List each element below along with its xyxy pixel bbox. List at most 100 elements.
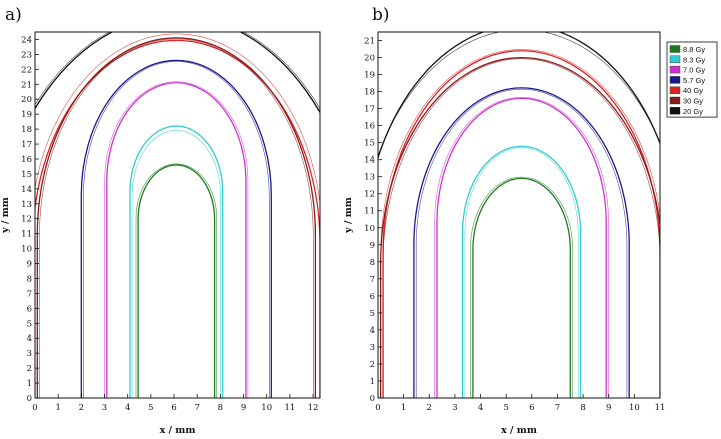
legend-swatch: [669, 45, 681, 53]
y-tick-label: 23: [21, 50, 32, 60]
y-tick-label: 4: [370, 326, 375, 336]
x-tick-label: 10: [629, 403, 640, 413]
contour-8-3-gymeasured: [129, 125, 224, 398]
contour-8-8-gycalculated: [470, 176, 573, 398]
y-tick-label: 15: [21, 170, 32, 180]
contour-group: [378, 32, 660, 398]
contour-20-gycalculated: [35, 32, 320, 110]
contour-20-gymeasured: [378, 32, 660, 160]
contour-8-3-gycalculated: [131, 130, 221, 398]
y-tick-label: 5: [27, 319, 32, 329]
y-tick-label: 16: [21, 155, 32, 165]
contour-7-0-gymeasured: [106, 82, 247, 398]
y-tick-label: 16: [364, 122, 375, 132]
legend-entry: 40 Gy: [683, 86, 703, 95]
y-tick-label: 11: [21, 230, 32, 240]
y-tick-label: 18: [364, 88, 375, 98]
x-tick-label: 6: [529, 403, 534, 413]
contour-40-gymeasured: [382, 50, 660, 398]
x-tick-label: 4: [125, 403, 130, 413]
y-tick-label: 9: [370, 241, 375, 251]
x-tick-label: 11: [655, 403, 666, 413]
y-tick-label: 4: [27, 334, 32, 344]
y-tick-label: 1: [370, 377, 375, 387]
contour-8-3-gymeasured: [461, 145, 582, 398]
plot-frame: [377, 31, 661, 399]
x-tick-label: 11: [284, 403, 295, 413]
y-tick-label: 8: [370, 258, 375, 268]
y-tick-label: 2: [370, 360, 375, 370]
contour-group: [35, 32, 320, 398]
legend-entry: 8.8 Gy: [683, 45, 705, 54]
y-tick-label: 14: [364, 156, 375, 166]
x-tick-label: 2: [79, 403, 84, 413]
y-tick-label: 10: [364, 224, 375, 234]
x-tick-label: 9: [241, 403, 246, 413]
legend-swatch: [669, 96, 681, 105]
y-tick-label: 9: [27, 260, 32, 270]
panel-a: a)0 1 2 3 4 5 6 7 8 9 10 11 120123456789101112131415…: [0, 5, 321, 436]
contour-40-gymeasured: [35, 39, 320, 398]
x-tick-label: 3: [102, 403, 107, 413]
y-tick-label: 1: [27, 379, 32, 389]
y-tick-label: 15: [364, 139, 375, 149]
x-tick-label: 6: [171, 403, 176, 413]
legend-swatch: [669, 86, 681, 94]
contour-5-7-gycalculated: [83, 61, 270, 398]
y-tick-label: 7: [370, 275, 375, 285]
legend-swatch: [669, 107, 681, 115]
x-tick-label: 4: [478, 403, 483, 413]
x-tick-label: 8: [218, 403, 223, 413]
x-axis-label: x / mm: [160, 425, 196, 436]
contour-5-7-gymeasured: [80, 59, 272, 398]
y-tick-label: 10: [21, 245, 32, 255]
contour-30-gymeasured: [379, 56, 660, 398]
x-tick-label: 3: [452, 403, 457, 413]
y-tick-label: 6: [27, 304, 32, 314]
x-tick-label: 8: [580, 403, 585, 413]
y-tick-label: 18: [21, 125, 32, 135]
y-tick-label: 21: [21, 80, 32, 90]
legend-swatch: [669, 76, 681, 84]
y-tick-label: 8: [27, 274, 32, 284]
x-tick-label: 10: [261, 403, 272, 413]
y-tick-label: 7: [27, 289, 32, 299]
y-tick-label: 0: [27, 394, 32, 404]
x-tick-label: 0: [375, 403, 380, 413]
legend-entry: 5.7 Gy: [683, 76, 705, 85]
contour-5-7-gycalculated: [415, 88, 628, 398]
contour-20-gymeasured: [35, 32, 320, 114]
y-tick-label: 3: [27, 349, 32, 359]
x-axis-label: x / mm: [501, 425, 537, 436]
y-axis-label: y / mm: [0, 197, 11, 234]
y-tick-label: 19: [364, 71, 375, 81]
contour-8-8-gycalculated: [135, 163, 217, 398]
y-tick-label: 17: [21, 140, 32, 150]
y-tick-label: 17: [364, 105, 375, 115]
y-tick-label: 13: [364, 173, 375, 183]
contour-7-0-gycalculated: [104, 81, 249, 398]
x-tick-label: 1: [401, 403, 406, 413]
contour-40-gycalculated: [35, 33, 320, 207]
y-tick-label: 3: [370, 343, 375, 353]
y-tick-label: 0: [370, 394, 375, 404]
x-tick-label: 2: [427, 403, 432, 413]
y-tick-label: 11: [364, 207, 375, 217]
y-tick-label: 12: [364, 190, 375, 200]
x-tick-label: 7: [555, 403, 560, 413]
contour-7-0-gycalculated: [434, 96, 609, 398]
contour-5-7-gymeasured: [413, 87, 630, 398]
y-tick-label: 22: [21, 65, 32, 75]
contour-40-gycalculated: [380, 49, 660, 398]
legend-entry: 30 Gy: [683, 97, 703, 106]
y-axis-label: y / mm: [343, 197, 354, 234]
legend-swatch: [669, 65, 681, 74]
x-tick-label: 1: [55, 403, 60, 413]
y-tick-label: 21: [364, 37, 375, 47]
y-tick-label: 2: [27, 364, 32, 374]
x-tick-label: 5: [148, 403, 153, 413]
x-tick-label: 12: [308, 403, 319, 413]
panel-b: b)0 1 2 3 4 5 6 7 8 9 10 11012345678910111213141516…: [343, 5, 718, 436]
